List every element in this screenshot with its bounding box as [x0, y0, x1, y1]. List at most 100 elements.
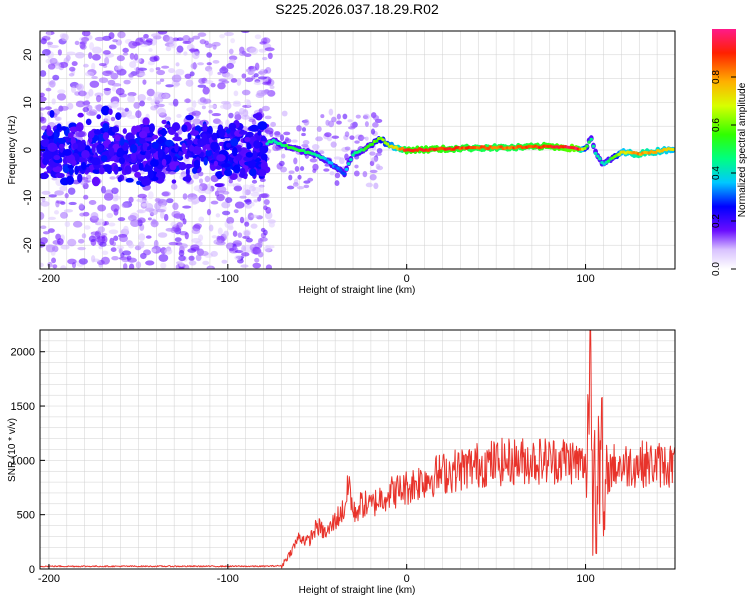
noise-blob [165, 227, 175, 232]
noise-blob [135, 261, 142, 269]
noise-blob [135, 37, 144, 46]
noise-blob [183, 51, 188, 56]
band-blob [117, 176, 123, 183]
noise-blob [71, 86, 77, 93]
band-blob [244, 137, 251, 143]
band-blob [131, 163, 140, 173]
noise-blob [100, 232, 108, 237]
noise-blob [269, 85, 275, 90]
band-blob [165, 139, 174, 147]
noise-blob [192, 35, 201, 40]
band-blob [46, 129, 54, 137]
noise-blob [178, 266, 185, 269]
band-blob [216, 154, 226, 162]
snr-frame [39, 329, 676, 570]
y-tick-label: 0 [22, 147, 34, 153]
noise-blob [365, 182, 373, 188]
noise-blob [60, 211, 69, 219]
noise-blob [244, 77, 254, 83]
noise-blob [59, 185, 67, 192]
noise-blob [268, 221, 275, 228]
noise-blob [175, 62, 180, 67]
noise-blob [174, 237, 182, 243]
noise-blob [244, 204, 252, 209]
noise-blob [110, 116, 116, 122]
noise-blob [265, 264, 272, 269]
noise-blob [336, 120, 342, 125]
noise-blob [153, 91, 163, 100]
colorbar: 0.0 0.2 0.4 0.6 0.8 Normalized spectral ampl… [711, 29, 748, 276]
band-blob [108, 147, 115, 157]
noise-blob [259, 69, 267, 76]
noise-blob [104, 189, 114, 197]
band-blob [147, 170, 154, 179]
noise-blob [155, 67, 161, 71]
snr-grid [40, 329, 676, 570]
y-tick-label: -10 [22, 190, 34, 206]
noise-blob [344, 146, 351, 151]
noise-blob [127, 91, 137, 97]
band-blob [252, 113, 261, 119]
noise-blob [104, 56, 110, 65]
noise-blob [158, 254, 169, 262]
noise-blob [232, 230, 238, 237]
noise-blob [91, 62, 96, 71]
noise-blob [175, 68, 185, 76]
ridge-core [591, 144, 596, 148]
noise-blob [116, 245, 125, 250]
noise-blob [234, 111, 241, 119]
noise-blob [123, 79, 131, 85]
noise-blob [40, 70, 47, 77]
noise-blob [54, 210, 59, 215]
noise-blob [228, 222, 234, 229]
noise-blob [159, 211, 165, 219]
band-blob [134, 171, 141, 178]
snr-y-ticks: 0 500 1000 1500 2000 [11, 347, 45, 576]
noise-blob [55, 200, 65, 204]
noise-blob [228, 48, 234, 55]
band-blob [155, 138, 165, 144]
noise-blob [41, 196, 46, 203]
noise-blob [193, 223, 202, 229]
noise-blob [141, 202, 149, 207]
noise-blob [185, 79, 194, 87]
noise-blob [239, 216, 245, 224]
band-blob [249, 124, 259, 132]
noise-blob [223, 31, 234, 37]
noise-blob [260, 89, 271, 95]
noise-blob [54, 190, 64, 196]
band-blob [157, 148, 163, 159]
noise-blob [83, 63, 89, 68]
band-blob [260, 153, 268, 161]
noise-blob [303, 184, 310, 189]
band-blob [76, 142, 85, 152]
noise-blob [100, 185, 107, 194]
band-blob [58, 143, 65, 149]
noise-blob [221, 201, 231, 209]
band-blob [117, 147, 124, 157]
noise-blob [197, 32, 207, 37]
noise-blob [237, 232, 243, 238]
band-blob [114, 134, 121, 142]
band-blob [225, 142, 232, 148]
snr-x-ticks: -200 -100 0 100 [38, 564, 595, 585]
noise-blob [217, 82, 226, 90]
band-blob [56, 123, 62, 131]
noise-blob [153, 239, 159, 248]
noise-blob [47, 63, 56, 70]
noise-blob [77, 90, 87, 97]
noise-blob [112, 39, 118, 43]
noise-blob [354, 164, 359, 169]
ridge-core [587, 140, 591, 144]
noise-blob [241, 89, 251, 96]
noise-blob [190, 63, 198, 69]
noise-blob [225, 197, 233, 204]
x-tick-label: -200 [38, 273, 60, 285]
band-blob [130, 152, 137, 161]
noise-blob [263, 199, 270, 205]
noise-blob [369, 169, 378, 174]
band-blob [245, 151, 254, 158]
band-blob [155, 175, 165, 184]
band-blob [148, 123, 155, 133]
